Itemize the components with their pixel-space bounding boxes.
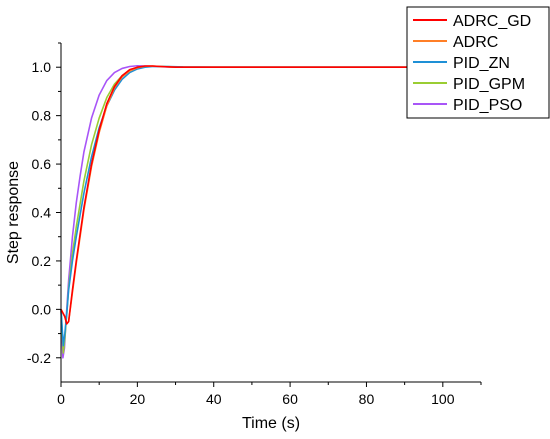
y-tick-label: -0.2 xyxy=(27,350,51,366)
axes: 0 20 40 60 80 100 -0.2 0.0 0.2 0.4 0.6 0.8 1.0 xyxy=(27,42,482,407)
legend-label: ADRC_GD xyxy=(453,13,531,30)
y-tick-label: 0.0 xyxy=(32,301,52,317)
x-tick-label: 100 xyxy=(431,391,455,407)
x-tick-label: 0 xyxy=(57,391,65,407)
x-axis-label: Time (s) xyxy=(242,415,300,432)
y-tick-label: 0.4 xyxy=(32,205,52,221)
x-tick-label: 60 xyxy=(282,391,298,407)
x-tick-label: 40 xyxy=(206,391,222,407)
x-tick-label: 20 xyxy=(130,391,146,407)
plot-area xyxy=(60,64,481,359)
series-line-adrc-gd xyxy=(60,65,481,325)
x-tick-label: 80 xyxy=(359,391,375,407)
legend: ADRC_GD ADRC PID_ZN PID_GPM PID_PSO xyxy=(406,6,550,119)
legend-label: ADRC xyxy=(453,34,498,51)
y-axis-label: Step response xyxy=(5,161,22,264)
legend-label: PID_PSO xyxy=(453,97,522,114)
legend-label: PID_GPM xyxy=(453,76,525,93)
y-tick-label: 0.8 xyxy=(32,108,52,124)
y-tick-label: 0.2 xyxy=(32,253,52,269)
legend-label: PID_ZN xyxy=(453,55,510,72)
y-tick-label: 1.0 xyxy=(32,59,52,75)
y-tick-label: 0.6 xyxy=(32,156,52,172)
